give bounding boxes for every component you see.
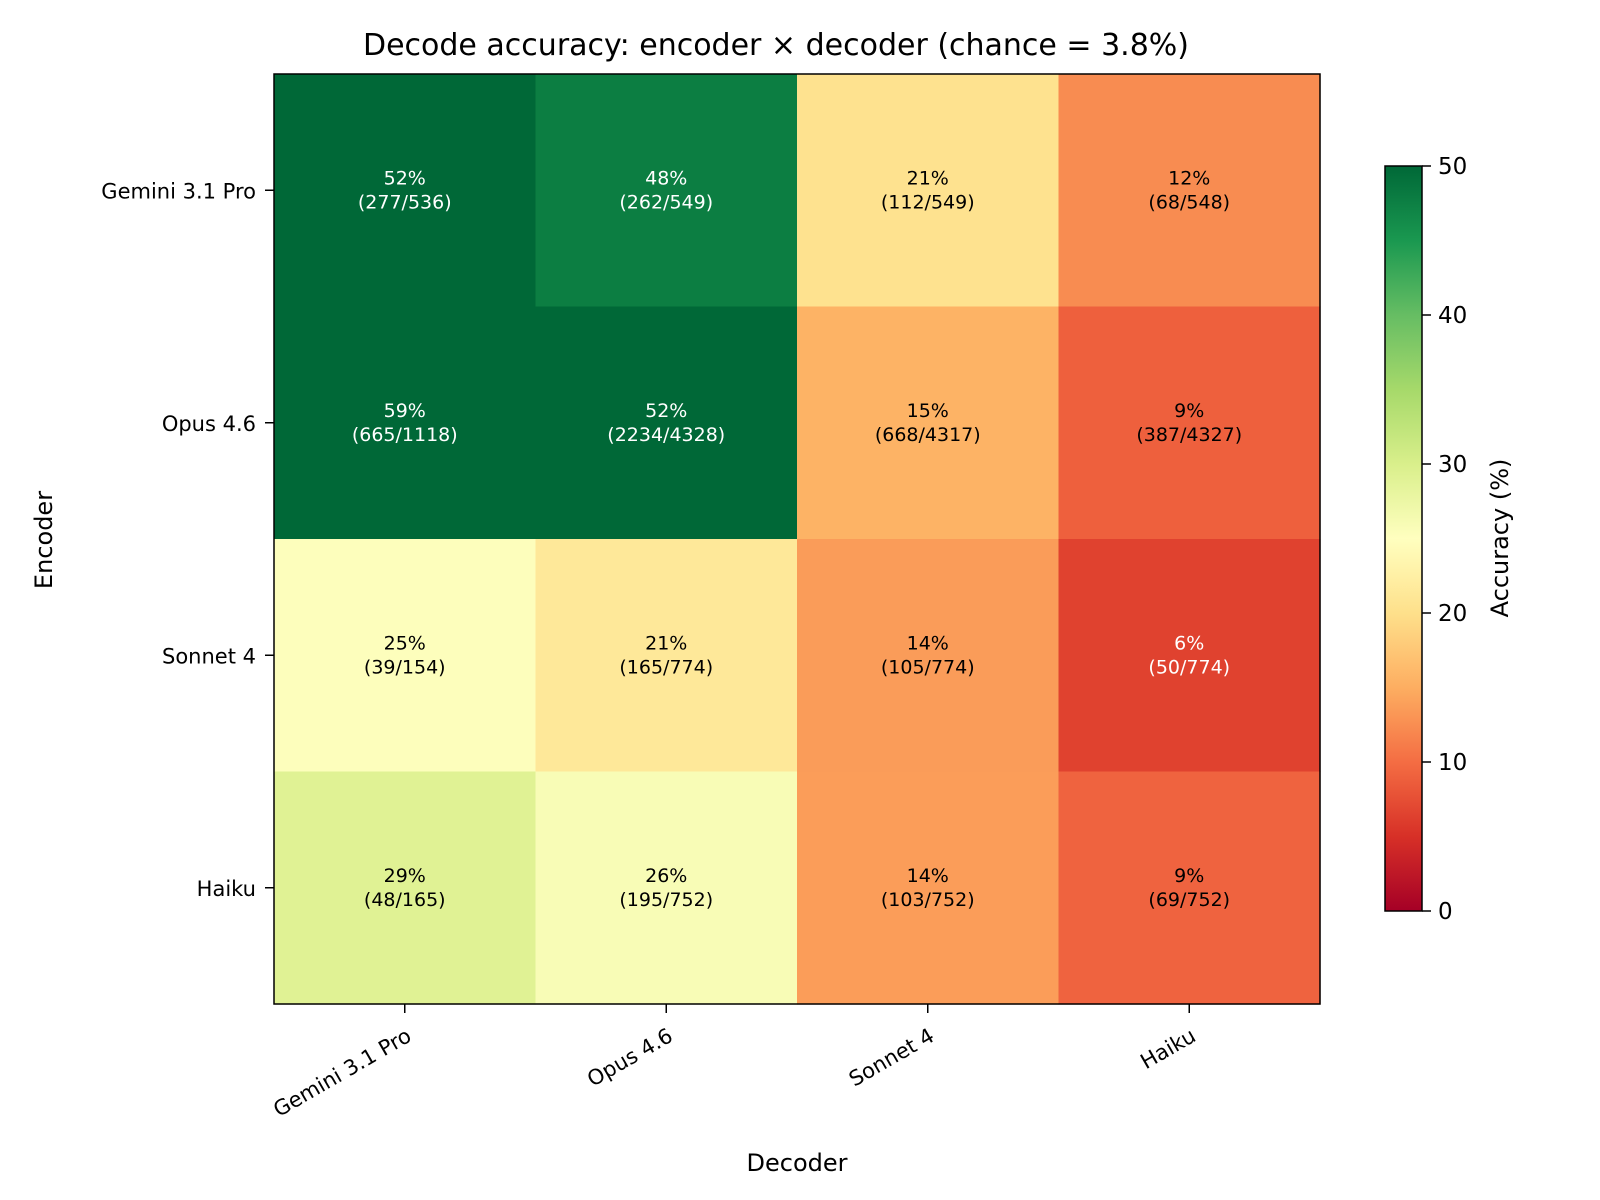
cell-count-label-r3-c0: (48/165) [364,889,446,911]
colorbar-tick-label-4: 40 [1438,303,1467,329]
cell-pct-label-r0-c2: 21% [907,167,949,189]
heatmap-cell-r3-c1 [535,771,798,1005]
heatmap-cell-r1-c2 [797,306,1060,540]
heatmap-cell-r3-c3 [1058,771,1321,1005]
cell-pct-label-r3-c1: 26% [645,865,687,887]
x-axis-ticks: Gemini 3.1 Pro Opus 4.6 Sonnet 4 Haiku [269,1004,1200,1122]
heatmap-cells [274,74,1321,1005]
x-tick-label-1: Opus 4.6 [583,1024,677,1092]
colorbar-tick-label-3: 30 [1438,452,1467,478]
cell-count-label-r3-c3: (69/752) [1148,889,1230,911]
cell-count-label-r1-c2: (668/4317) [875,424,981,446]
colorbar-tick-label-5: 50 [1438,154,1467,180]
colorbar-tick-label-0: 0 [1438,899,1453,925]
cell-pct-label-r1-c1: 52% [645,400,687,422]
heatmap-cell-r1-c1 [535,306,798,540]
cell-count-label-r1-c0: (665/1118) [352,424,458,446]
cell-labels: 52%(277/536)48%(262/549)21%(112/549)12%(… [352,167,1242,911]
cell-pct-label-r0-c0: 52% [384,167,426,189]
cell-pct-label-r3-c2: 14% [907,865,949,887]
heatmap-cell-r2-c1 [535,539,798,773]
x-axis-label: Decoder [747,1149,848,1177]
heatmap-cell-r1-c3 [1058,306,1321,540]
chart-title: Decode accuracy: encoder × decoder (chan… [363,28,1189,63]
cell-count-label-r0-c2: (112/549) [881,191,975,213]
cell-count-label-r2-c2: (105/774) [881,656,975,678]
heatmap-cell-r1-c0 [274,306,537,540]
cell-pct-label-r3-c3: 9% [1174,865,1204,887]
x-tick-label-2: Sonnet 4 [845,1024,938,1092]
cell-pct-label-r2-c3: 6% [1174,632,1204,654]
heatmap-cell-r2-c2 [797,539,1060,773]
colorbar: 0 10 20 30 40 50 Accuracy (%) [1384,154,1514,925]
cell-count-label-r1-c1: (2234/4328) [607,424,725,446]
colorbar-gradient [1384,165,1423,912]
cell-pct-label-r3-c0: 29% [384,865,426,887]
x-tick-label-3: Haiku [1136,1024,1199,1074]
cell-pct-label-r2-c1: 21% [645,632,687,654]
cell-pct-label-r2-c0: 25% [384,632,426,654]
heatmap-cell-r3-c0 [274,771,537,1005]
y-tick-label-3: Haiku [197,877,256,901]
cell-pct-label-r2-c2: 14% [907,632,949,654]
y-axis-ticks: Gemini 3.1 Pro Opus 4.6 Sonnet 4 Haiku [101,179,274,901]
heatmap-cell-r2-c3 [1058,539,1321,773]
cell-count-label-r1-c3: (387/4327) [1136,424,1242,446]
plot-frame [273,73,1321,1005]
cell-pct-label-r0-c3: 12% [1168,167,1210,189]
x-tick-label-0: Gemini 3.1 Pro [269,1024,415,1122]
cell-pct-label-r1-c0: 59% [384,400,426,422]
y-axis-label: Encoder [30,491,58,589]
cell-count-label-r3-c2: (103/752) [881,889,975,911]
cell-count-label-r0-c1: (262/549) [619,191,713,213]
y-tick-label-2: Sonnet 4 [162,644,256,668]
cell-count-label-r2-c0: (39/154) [364,656,446,678]
cell-count-label-r3-c1: (195/752) [619,889,713,911]
y-tick-label-1: Opus 4.6 [162,412,256,436]
heatmap-cell-r2-c0 [274,539,537,773]
heatmap-cell-r0-c2 [797,74,1060,308]
cell-pct-label-r1-c2: 15% [907,400,949,422]
cell-pct-label-r1-c3: 9% [1174,400,1204,422]
heatmap-cell-r0-c0 [274,74,537,308]
heatmap-cell-r0-c1 [535,74,798,308]
colorbar-tick-label-1: 10 [1438,750,1467,776]
cell-count-label-r0-c0: (277/536) [358,191,452,213]
colorbar-label: Accuracy (%) [1486,459,1514,618]
colorbar-tick-label-2: 20 [1438,601,1467,627]
heatmap-cell-r3-c2 [797,771,1060,1005]
cell-count-label-r2-c3: (50/774) [1148,656,1230,678]
colorbar-ticks: 0 10 20 30 40 50 [1422,154,1467,925]
cell-pct-label-r0-c1: 48% [645,167,687,189]
cell-count-label-r0-c3: (68/548) [1148,191,1230,213]
cell-count-label-r2-c1: (165/774) [619,656,713,678]
y-tick-label-0: Gemini 3.1 Pro [101,179,256,203]
heatmap-cell-r0-c3 [1058,74,1321,308]
